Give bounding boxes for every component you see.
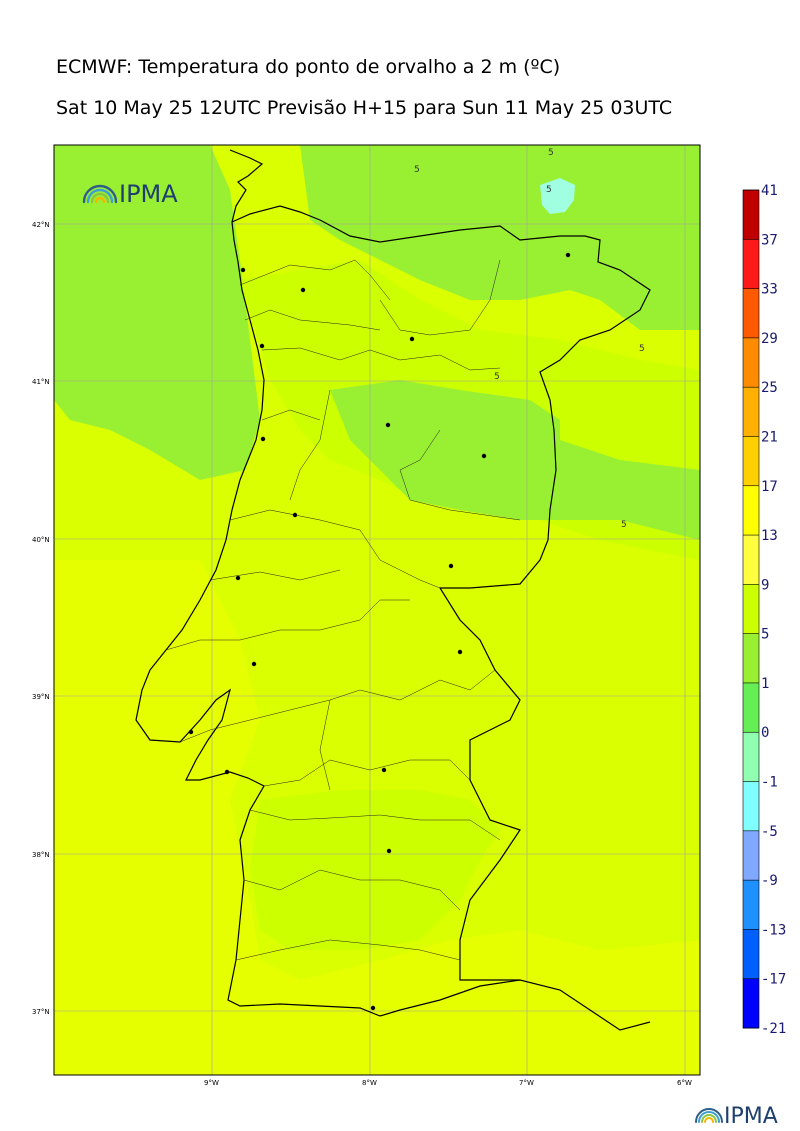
colorbar-label: -1 — [761, 775, 778, 791]
lat-label: 41°N — [32, 378, 50, 386]
country-borders — [135, 149, 651, 1031]
colorbar-swatch — [743, 436, 759, 487]
portugal-coastline — [135, 149, 651, 1031]
contour-label: 5 — [548, 148, 554, 158]
colorbar-swatch — [743, 682, 759, 733]
colorbar-swatch — [743, 633, 759, 684]
colorbar-label: 41 — [761, 183, 778, 199]
colorbar-label: 17 — [761, 479, 778, 495]
colorbar-label: 37 — [761, 232, 778, 248]
map-frame — [53, 144, 701, 1076]
colorbar-swatch — [743, 732, 759, 783]
field-ocean-north — [54, 145, 260, 480]
colorbar-label: 25 — [761, 380, 778, 396]
map-logo: IPMA — [82, 180, 178, 208]
chart-title: ECMWF: Temperatura do ponto de orvalho a… — [56, 56, 561, 78]
lat-label: 42°N — [32, 221, 50, 229]
colorbar: 41 37 33 29 25 21 17 13 9 5 1 0 -1 -5 -9 -13 -17 -21 — [742, 183, 786, 1037]
district-borders — [165, 259, 521, 961]
lon-label: 8°W — [362, 1079, 377, 1087]
contour-label: 5 — [494, 372, 500, 382]
field-alentejo — [250, 790, 500, 950]
footer-logo-text: IPMA — [724, 1104, 778, 1129]
lon-labels: 9°W 8°W 7°W 6°W — [204, 1079, 692, 1087]
ipma-rainbow-icon — [82, 184, 118, 204]
colorbar-swatch — [743, 929, 759, 980]
contour-label: 5 — [639, 344, 645, 354]
field-cold-spot — [540, 178, 575, 214]
field-northeast — [300, 145, 700, 330]
lat-label: 39°N — [32, 693, 50, 701]
colorbar-swatch — [743, 830, 759, 881]
contour-label: 5 — [621, 520, 627, 530]
map-logo-text: IPMA — [119, 180, 178, 208]
field-central-east — [330, 380, 560, 520]
colorbar-swatch — [743, 880, 759, 930]
map-field — [54, 145, 700, 1075]
colorbar-label: 33 — [761, 282, 778, 298]
colorbar-swatch — [743, 781, 759, 832]
colorbar-swatch — [743, 485, 759, 536]
spain-border — [231, 205, 651, 981]
lon-label: 9°W — [204, 1079, 219, 1087]
contour-label: 5 — [546, 185, 552, 195]
colorbar-swatch — [743, 978, 759, 1029]
field-south-ocean — [54, 560, 700, 1075]
footer-logo: IPMA — [695, 1104, 778, 1129]
city-markers — [188, 252, 571, 1011]
colorbar-label: -21 — [761, 1021, 786, 1037]
colorbar-label: -17 — [761, 972, 786, 988]
colorbar-label: -5 — [761, 824, 778, 840]
colorbar-label: -9 — [761, 873, 778, 889]
ipma-rainbow-icon — [695, 1108, 723, 1123]
lat-label: 38°N — [32, 851, 50, 859]
contour-label: 5 — [414, 165, 420, 175]
colorbar-swatch — [743, 387, 759, 437]
colorbar-label: 29 — [761, 331, 778, 347]
lat-labels: 42°N 41°N 40°N 39°N 38°N 37°N — [32, 221, 50, 1016]
lat-label: 37°N — [32, 1008, 50, 1016]
contour-labels: 5 5 5 5 5 5 — [414, 148, 645, 530]
field-moist-spot — [590, 166, 618, 188]
colorbar-label: 9 — [761, 577, 769, 593]
chart-subtitle: Sat 10 May 25 12UTC Previsão H+15 para S… — [56, 97, 673, 119]
colorbar-label: 1 — [761, 676, 769, 692]
colorbar-swatch — [743, 337, 759, 388]
colorbar-swatch — [743, 239, 759, 290]
colorbar-label: 21 — [761, 429, 778, 445]
colorbar-label: 5 — [761, 627, 769, 643]
field-east — [560, 440, 700, 540]
lon-label: 7°W — [519, 1079, 534, 1087]
lon-label: 6°W — [677, 1079, 692, 1087]
colorbar-swatch — [743, 535, 759, 585]
colorbar-labels: 41 37 33 29 25 21 17 13 9 5 1 0 -1 -5 -9 -13 -17 -21 — [743, 183, 786, 1037]
colorbar-swatch — [743, 190, 759, 240]
colorbar-label: -13 — [761, 922, 786, 938]
colorbar-label: 0 — [761, 725, 769, 741]
colorbar-swatch — [743, 584, 759, 635]
colorbar-swatch — [743, 288, 759, 339]
colorbar-swatches — [743, 190, 759, 1029]
lat-label: 40°N — [32, 536, 50, 544]
colorbar-label: 13 — [761, 528, 778, 544]
